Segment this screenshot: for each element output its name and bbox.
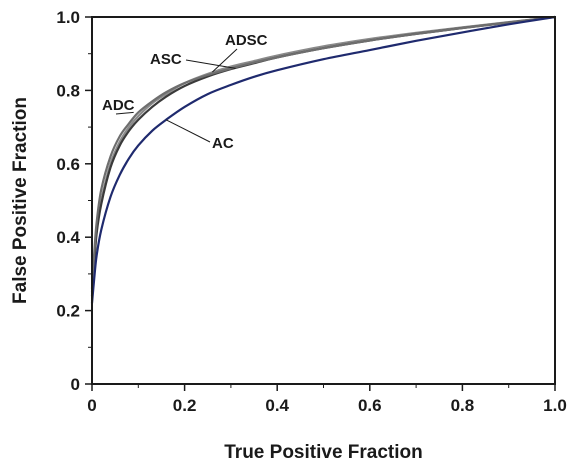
callouts-layer: ADSC ASC ADC AC [102, 32, 268, 152]
x-axis-title: True Positive Fraction [224, 442, 423, 463]
x-tick-label: 1.0 [543, 396, 567, 415]
x-tick-label: 0 [87, 396, 96, 415]
y-tick-label: 1.0 [56, 8, 80, 27]
roc-curve-ac [90, 15, 556, 304]
x-tick-label: 0.4 [265, 396, 289, 415]
x-tick-label: 0.6 [358, 396, 382, 415]
x-tick-label: 0.8 [451, 396, 475, 415]
y-tick-label: 0.4 [56, 228, 80, 247]
callout-leader-asc [185, 59, 236, 69]
y-tick-label: 0.8 [56, 81, 80, 100]
y-tick-label: 0.2 [56, 302, 80, 321]
y-tick-label: 0.6 [56, 155, 80, 174]
roc-curve-adc [90, 15, 556, 289]
curve-label-adc: ADC [102, 97, 135, 114]
plot-frame [91, 16, 556, 385]
curves-layer [90, 15, 556, 304]
curve-label-ac: AC [212, 135, 234, 152]
callout-leader-ac [165, 119, 211, 143]
y-axis-title: False Positive Fraction [10, 97, 31, 304]
y-tick-label: 0 [71, 375, 80, 394]
ticks-layer: 0 0.2 0.4 0.6 0.8 1.0 0 0.2 0.4 0.6 0.8 1.0 [56, 8, 566, 415]
x-tick-label: 0.2 [173, 396, 197, 415]
callout-leader-adc [115, 111, 134, 115]
callout-leader-adsc [212, 48, 238, 73]
curve-label-adsc: ADSC [225, 32, 268, 49]
curve-label-asc: ASC [150, 51, 182, 68]
